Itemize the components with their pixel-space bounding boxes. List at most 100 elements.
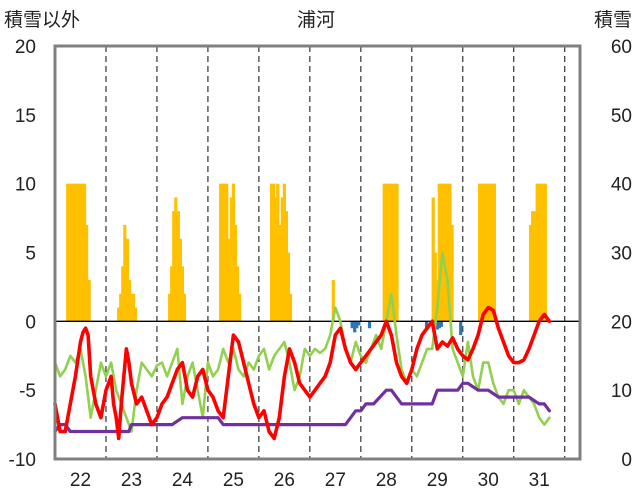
sunshine-bar (450, 224, 454, 322)
right-tick-label: 40 (611, 175, 632, 196)
sunshine-bar (492, 183, 496, 322)
sunshine-bar (446, 183, 450, 322)
sunshine-bar (284, 211, 289, 322)
sunshine-bar (488, 183, 492, 322)
sunshine-bar (270, 183, 274, 322)
sunshine-bar (282, 183, 286, 322)
left-tick-label: -5 (19, 381, 36, 402)
left-tick-label: 0 (25, 312, 36, 333)
sunshine-bar (125, 238, 129, 322)
temperature-line (53, 305, 552, 441)
sunshine-bar (390, 183, 395, 322)
x-tick-label: 28 (376, 470, 397, 491)
sunshine-bar (87, 280, 91, 322)
sunshine-bar (395, 183, 399, 322)
right-tick-label: 10 (611, 381, 632, 402)
right-axis-title: 積雪 (594, 9, 632, 31)
precipitation-bar (350, 321, 354, 329)
sunshine-bar (117, 307, 121, 322)
sunshine-bar (288, 293, 293, 322)
precipitation-bar (367, 321, 372, 329)
sunshine-bar (490, 183, 494, 322)
sunshine-bar (280, 197, 284, 322)
sunshine-bar (484, 183, 488, 322)
sunshine-bar (543, 183, 547, 322)
right-tick-label: 0 (621, 450, 632, 471)
sunshine-bar (76, 183, 81, 322)
sunshine-bar (276, 183, 280, 322)
precipitation-bar (439, 321, 443, 327)
sunshine-bar (182, 293, 187, 322)
sunshine-bar (131, 293, 136, 322)
sunshine-bar (133, 307, 138, 322)
sunshine-bar (382, 183, 386, 322)
plot-frame (53, 44, 582, 461)
left-tick-label: -10 (9, 450, 36, 471)
snow_depth-line (53, 381, 551, 434)
sunshine-bar (170, 266, 174, 322)
sunshine-bar (82, 183, 87, 322)
sunshine-bar (448, 183, 452, 322)
x-tick-label: 27 (325, 470, 346, 491)
sunshine-bar (537, 183, 541, 322)
sunshine-bar (533, 211, 537, 322)
sunshine-bar (274, 197, 278, 322)
sunshine-bar (127, 280, 132, 322)
x-tick-label: 30 (478, 470, 499, 491)
sunshine-bar (221, 183, 225, 322)
x-tick-label: 26 (274, 470, 295, 491)
sunshine-bar (68, 183, 72, 322)
sunshine-bar (237, 293, 242, 322)
sunshine-bar (233, 224, 238, 322)
sunshine-bar (66, 183, 70, 322)
sunshine-bar (393, 183, 397, 322)
sunshine-bar (85, 224, 89, 322)
right-tick-label: 50 (611, 106, 632, 127)
x-tick-label: 31 (529, 470, 550, 491)
sunshine-bar (172, 211, 176, 322)
right-tick-label: 60 (611, 37, 632, 58)
x-tick-label: 22 (70, 470, 91, 491)
sunshine-bar (541, 183, 545, 322)
sunshine-bar (384, 183, 388, 322)
x-tick-label: 25 (223, 470, 244, 491)
sunshine-bar (433, 252, 437, 322)
chart-title: 浦河 (297, 9, 335, 31)
left-tick-label: 5 (25, 244, 36, 265)
x-tick-label: 23 (121, 470, 142, 491)
left-tick-label: 10 (15, 175, 36, 196)
sunshine-bar (72, 183, 76, 322)
precipitation-bar (353, 321, 357, 333)
sunshine-bar (444, 183, 448, 322)
sunshine-bar (176, 211, 180, 322)
sunshine-bar (535, 183, 539, 322)
sunshine-bar (272, 183, 276, 322)
sunshine-bar (482, 183, 486, 322)
sunshine-bar (486, 183, 490, 322)
sunshine-bar (121, 266, 125, 322)
sunshine-bar (180, 266, 185, 322)
sunshine-bar (331, 280, 335, 322)
sunshine-bar (477, 183, 482, 322)
sunshine-bar (74, 183, 79, 322)
sunshine-bar (78, 183, 83, 322)
precipitation-bar (459, 321, 463, 336)
right-tick-label: 20 (611, 312, 632, 333)
sunshine-bar (286, 252, 291, 322)
sunshine-bar (278, 224, 282, 322)
x-tick-label: 24 (172, 470, 194, 491)
sunshine-bar (235, 266, 240, 322)
left-tick-label: 15 (15, 106, 36, 127)
left-tick-label: 20 (15, 37, 36, 58)
precipitation-bar (424, 321, 429, 329)
x-tick-label: 29 (427, 470, 448, 491)
sunshine-bar (119, 293, 123, 322)
sunshine-bar (223, 183, 227, 322)
left-axis-title: 積雪以外 (4, 9, 80, 31)
sunshine-bar (168, 293, 172, 322)
sunshine-bar (480, 183, 484, 322)
sunshine-bar (80, 183, 85, 322)
sunshine-bar (219, 183, 223, 322)
sunshine-bar (539, 183, 543, 322)
sunshine-bar (231, 183, 235, 322)
